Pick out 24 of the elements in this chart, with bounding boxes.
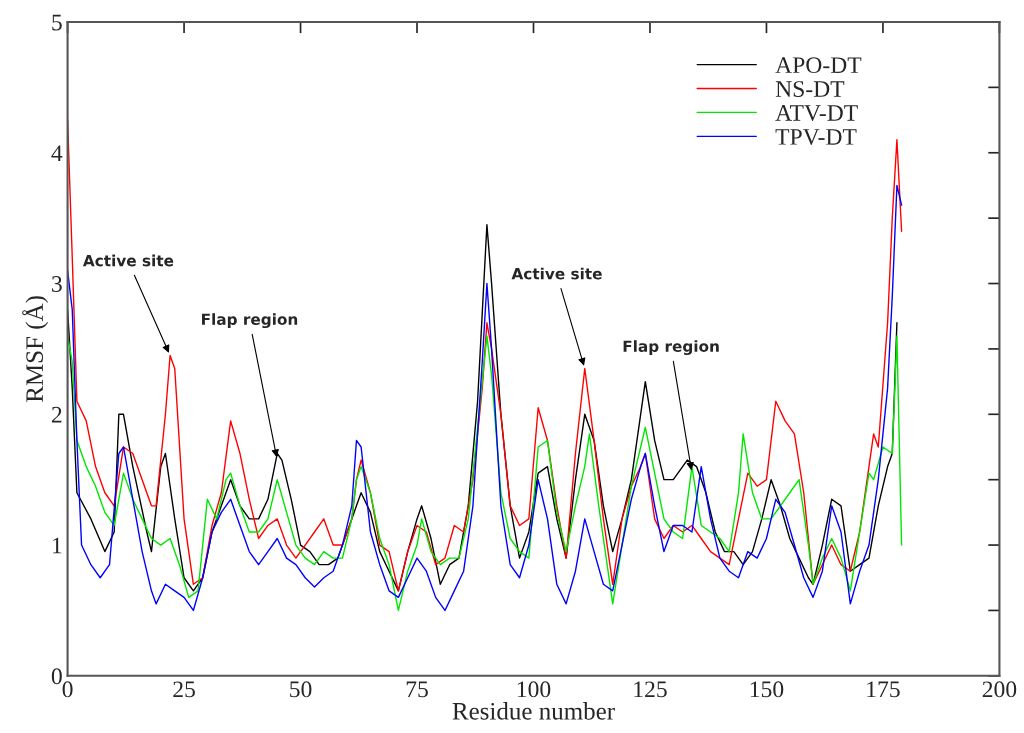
y-tick-label: 0 bbox=[51, 668, 62, 685]
annotation: Active site bbox=[511, 267, 602, 280]
y-tick-label: 3 bbox=[52, 276, 62, 292]
x-tick-label: 50 bbox=[290, 681, 312, 698]
x-tick-label: 25 bbox=[173, 681, 195, 698]
y-tick-label: 2 bbox=[51, 406, 62, 423]
y-tick-label: 5 bbox=[52, 14, 62, 31]
legend-label: TPV-DT bbox=[775, 129, 857, 145]
x-axis-title: Residue number bbox=[452, 702, 615, 720]
annotation: Active site bbox=[82, 254, 174, 267]
x-tick-label: 75 bbox=[406, 681, 428, 698]
annotation: Flap region bbox=[623, 340, 719, 356]
legend-label: ATV-DT bbox=[775, 105, 858, 122]
x-tick-label: 125 bbox=[634, 681, 667, 698]
y-tick-label: 1 bbox=[52, 537, 62, 554]
y-axis-title: RMSF (Å) bbox=[22, 296, 49, 403]
annotation: Flap region bbox=[202, 313, 298, 329]
y-tick-label: 4 bbox=[51, 145, 63, 161]
legend-label: APO-DT bbox=[775, 57, 862, 74]
x-tick-label: 100 bbox=[517, 681, 551, 698]
x-tick-label: 175 bbox=[867, 681, 900, 698]
legend-label: NS-DT bbox=[775, 81, 845, 97]
x-tick-label: 200 bbox=[982, 681, 1017, 698]
x-tick-label: 150 bbox=[750, 681, 784, 698]
